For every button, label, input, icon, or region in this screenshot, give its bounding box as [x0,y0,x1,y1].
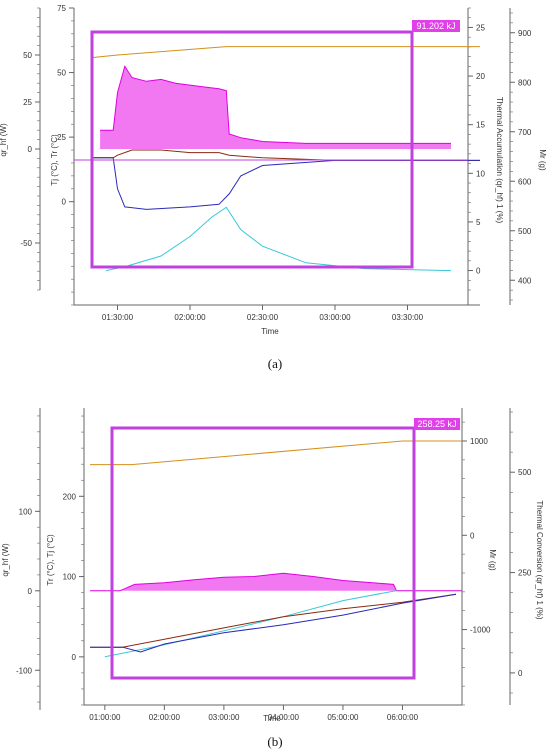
temp-tick-label: 100 [63,573,77,582]
temp-tick-label: 0 [62,198,67,207]
x-tick-label: 03:00:00 [208,713,240,722]
thermal-axis-label-a: Thermal Accumulation (qr_hf) 1 (%) [495,97,504,224]
x-tick-label: 05:00:00 [327,713,359,722]
panel-b: 01:00:00 02:00:00 03:00:00 04:00:00 05:00:00… [1,408,544,749]
series-line-thermal-a [105,206,452,272]
integration-badge-b [414,418,460,430]
mr-tick-label: 400 [518,276,532,285]
temp-tick-label: 200 [63,492,77,501]
qr-tick-label: 0 [28,587,33,596]
qr-tick-label: -50 [20,239,32,248]
thermal-tick-label: 10 [476,169,485,178]
qr-axis-label-a: qr_hf (W) [0,123,8,157]
temp-tick-label: 25 [57,133,66,142]
x-tick-label: 01:00:00 [89,713,121,722]
thermal-tick-label: 15 [476,121,485,130]
thermal-tick-label: 5 [476,218,481,227]
qr-fill-b [90,573,462,591]
thermal-tick-label: 25 [476,23,485,32]
x-tick-label: 03:00:00 [319,313,351,322]
thermal-tick-label: 250 [518,569,532,578]
panel-a: 01:30:00 02:00:00 02:30:00 03:00:00 03:30:00… [0,4,547,371]
x-tick-label: 06:00:00 [387,713,419,722]
x-tick-label: 03:30:00 [392,313,424,322]
panel-label-b: (b) [267,734,282,749]
series-line-tj-b [90,593,457,653]
series-line-qr-b [90,572,462,592]
series-line-mr-b [90,440,462,466]
thermal-tick-label: 20 [476,72,485,81]
temp-tick-label: 50 [57,69,66,78]
temp-tick-label: 75 [57,4,66,13]
mr-tick-label: 700 [518,128,532,137]
integration-value-b: 258.25 kJ [417,419,456,429]
mr-tick-label: 800 [518,78,532,87]
qr-tick-label: -100 [16,666,33,675]
qr-tick-label: 50 [23,51,32,60]
qr-fill-a [100,66,451,149]
temp-tick-label: 0 [72,653,77,662]
mr-tick-label: 900 [518,29,532,38]
qr-tick-label: 25 [23,98,32,107]
mr-tick-label: 600 [518,177,532,186]
temp-axis-label-b: Tr (°C), Tj (°C) [46,534,55,586]
x-axis-label-a: Time [261,327,279,336]
integration-box-b [110,426,416,680]
mr-tick-label: 0 [470,531,475,540]
series-line-mr-a [92,46,480,58]
panel-label-a: (a) [268,356,282,371]
integration-value-a: 91.202 kJ [416,21,455,31]
mr-axis-label-b: Mr (g) [488,549,497,571]
series-line-tr-b [90,593,457,648]
qr-tick-label: 100 [19,507,33,516]
thermal-tick-label: 0 [518,669,523,678]
x-axis-label-b: Time [263,714,281,723]
mr-tick-label: 1000 [470,437,488,446]
integration-box-a [90,30,414,269]
qr-tick-label: 0 [28,145,33,154]
x-tick-label: 02:00:00 [174,313,206,322]
mr-tick-label: 500 [518,227,532,236]
x-tick-label: 02:00:00 [149,713,181,722]
series-line-tr-a [92,149,480,161]
mr-tick-label: -1000 [470,626,491,635]
mr-axis-label-a: Mr (g) [538,149,547,171]
series-line-qr-a [100,65,451,144]
x-tick-label: 02:30:00 [247,313,279,322]
series-line-tj-a [92,157,480,210]
thermal-tick-label: 0 [476,267,481,276]
temp-axis-label-a: Tj (°C), Tr (°C) [50,134,59,186]
series-line-thermal-b [104,590,397,658]
integration-badge-a [412,20,460,32]
x-tick-label: 04:00:00 [268,713,300,722]
qr-axis-label-b: qr_hf (W) [1,543,10,577]
x-tick-label: 01:30:00 [102,313,134,322]
thermal-tick-label: 500 [518,468,532,477]
thermal-axis-label-b: Thermal Conversion (qr_hf) 1 (%) [535,500,544,619]
